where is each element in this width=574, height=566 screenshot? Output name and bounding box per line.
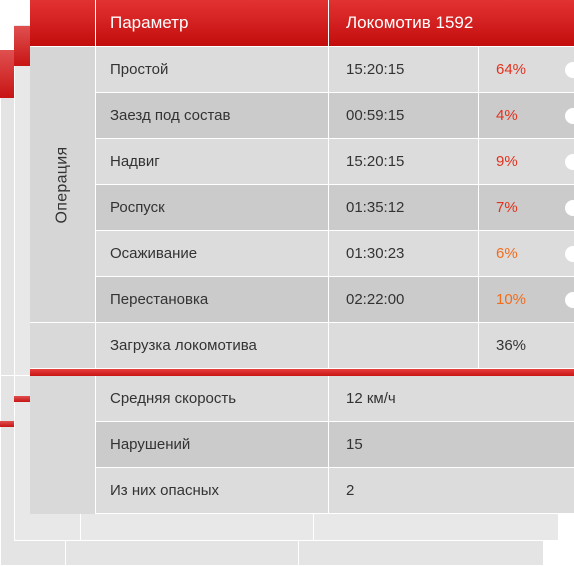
operation-name: Осаживание <box>96 231 329 277</box>
stat-value: 2 <box>329 468 574 514</box>
load-percent: 36% <box>479 323 574 369</box>
operation-percent: 9% <box>479 139 574 185</box>
operation-time: 01:30:23 <box>329 231 479 277</box>
operation-percent: 4% <box>479 93 574 139</box>
operation-time: 15:20:15 <box>329 47 479 93</box>
stat-name: Нарушений <box>96 422 329 468</box>
background-cell-line-3 <box>65 540 66 566</box>
operation-percent: 6% <box>479 231 574 277</box>
load-time <box>329 323 479 369</box>
row-toggle-icon[interactable] <box>565 154 574 170</box>
background-accent <box>0 421 14 427</box>
row-toggle-icon[interactable] <box>565 108 574 124</box>
operation-time: 02:22:00 <box>329 277 479 323</box>
background-divider <box>0 375 30 376</box>
stats-category <box>30 376 96 514</box>
header-parameter: Параметр <box>96 0 329 47</box>
operation-time: 01:35:12 <box>329 185 479 231</box>
operation-category-label: Операция <box>53 146 71 223</box>
load-category <box>30 323 96 369</box>
operation-category: Операция <box>30 47 96 323</box>
stat-value: 15 <box>329 422 574 468</box>
operation-time: 15:20:15 <box>329 139 479 185</box>
row-toggle-icon[interactable] <box>565 292 574 308</box>
row-toggle-icon[interactable] <box>565 200 574 216</box>
background-cell-line <box>80 514 81 540</box>
stat-name: Из них опасных <box>96 468 329 514</box>
operation-name: Надвиг <box>96 139 329 185</box>
operation-name: Роспуск <box>96 185 329 231</box>
operation-name: Простой <box>96 47 329 93</box>
stat-name: Средняя скорость <box>96 376 329 422</box>
row-toggle-icon[interactable] <box>565 62 574 78</box>
row-toggle-icon[interactable] <box>565 246 574 262</box>
header-spacer <box>30 0 96 47</box>
background-accent-2 <box>14 396 30 402</box>
operation-name: Заезд под состав <box>96 93 329 139</box>
load-name: Загрузка локомотива <box>96 323 329 369</box>
operation-time: 00:59:15 <box>329 93 479 139</box>
operation-percent: 10% <box>479 277 574 323</box>
operation-percent: 64% <box>479 47 574 93</box>
header-locomotive: Локомотив 1592 <box>329 0 574 47</box>
stat-value: 12 км/ч <box>329 376 574 422</box>
operation-name: Перестановка <box>96 277 329 323</box>
background-cell-line-4 <box>298 540 299 566</box>
section-divider <box>30 369 574 376</box>
background-cell-line-2 <box>313 514 314 540</box>
locomotive-stats-table: Параметр Локомотив 1592 Операция Простой… <box>30 0 574 514</box>
background-card-2-header <box>14 26 30 66</box>
operation-percent: 7% <box>479 185 574 231</box>
